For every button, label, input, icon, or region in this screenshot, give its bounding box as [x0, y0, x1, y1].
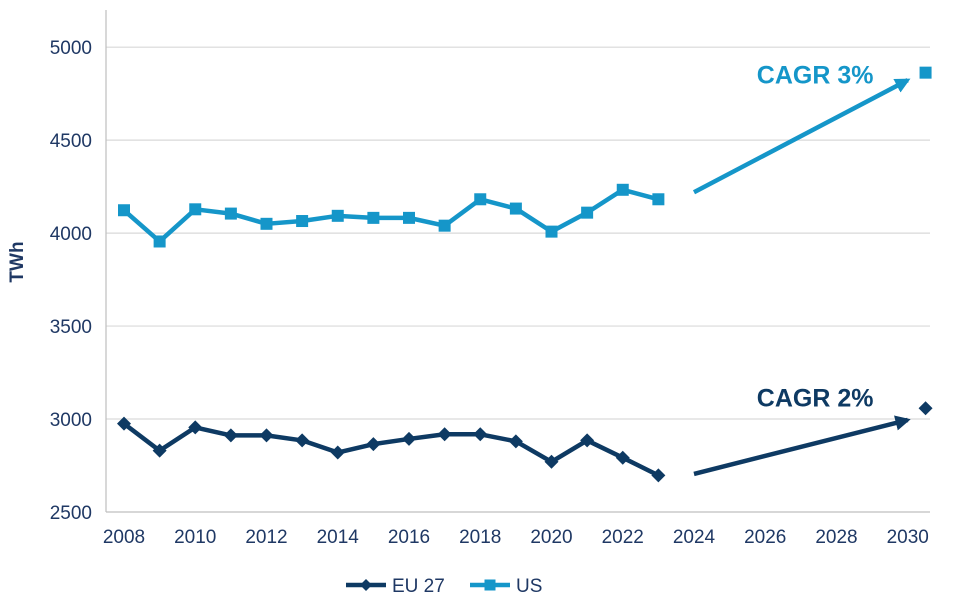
y-axis-label: TWh: [7, 241, 28, 282]
series-line-us: [122, 187, 659, 244]
x-tick-label-2030: 2030: [887, 527, 929, 548]
series-layer: [117, 66, 933, 483]
x-tick-label-2010: 2010: [174, 527, 216, 548]
x-tick-labels: 2008 2010 2012 2014 2016 2018 2020 2022 2024 2026…: [103, 527, 929, 548]
data-point-us-2022: [616, 183, 629, 196]
x-tick-label-2014: 2014: [317, 527, 360, 548]
data-point-eu-27-2013: [295, 433, 310, 448]
projection-arrow-us: [692, 78, 911, 195]
annotation-layer: CAGR 3% CAGR 2%: [757, 61, 874, 412]
cagr-annotation-1: CAGR 2%: [757, 384, 874, 412]
data-point-us-2010: [189, 203, 202, 216]
data-point-us-2014: [331, 209, 344, 222]
x-tick-label-2018: 2018: [459, 527, 501, 548]
data-point-eu-27-2019: [508, 434, 523, 449]
data-point-eu-27-2014: [330, 445, 345, 460]
data-point-us-2019: [509, 202, 522, 215]
y-tick-label-5000: 5000: [50, 38, 92, 59]
y-tick-label-3000: 3000: [50, 410, 92, 431]
data-point-eu-27-2016: [402, 431, 416, 446]
data-point-us-2023: [652, 193, 665, 206]
legend-label-us: US: [516, 576, 542, 597]
y-tick-labels: 2500 3000 3500 4000 4500 5000: [50, 38, 92, 524]
x-tick-label-2020: 2020: [530, 527, 572, 548]
x-tick-label-2028: 2028: [815, 527, 857, 548]
data-point-eu-27-2021: [580, 433, 595, 448]
y-tick-label-4000: 4000: [50, 224, 92, 245]
data-point-eu-27-2023: [651, 468, 666, 483]
data-point-us-2018: [474, 193, 487, 206]
projection-point-us: [919, 66, 932, 79]
data-point-eu-27-2011: [223, 428, 238, 443]
data-point-eu-27-2015: [366, 437, 381, 452]
data-point-us-2016: [403, 211, 415, 224]
x-tick-label-2016: 2016: [388, 527, 430, 548]
legend: EU 27 US: [346, 576, 542, 597]
projection-arrow-eu-27: [693, 415, 911, 477]
x-tick-label-2012: 2012: [245, 527, 287, 548]
data-point-us-2017: [438, 219, 451, 232]
data-point-eu-27-2012: [259, 428, 274, 443]
y-tick-label-2500: 2500: [50, 503, 92, 524]
data-point-eu-27-2008: [117, 416, 131, 431]
legend-marker-us: [484, 579, 496, 591]
data-point-us-2020: [545, 225, 558, 238]
legend-marker-eu-27: [360, 579, 372, 591]
projection-point-eu-27: [918, 401, 933, 416]
data-point-eu-27-2009: [152, 443, 167, 458]
series-eu-27: [117, 401, 933, 483]
data-point-us-2011: [224, 207, 237, 220]
series-us: [118, 66, 932, 248]
series-line-eu-27: [122, 421, 660, 478]
legend-label-eu-27: EU 27: [392, 576, 445, 597]
data-point-us-2009: [153, 235, 166, 248]
x-tick-label-2026: 2026: [744, 527, 786, 548]
y-tick-label-3500: 3500: [50, 317, 92, 338]
data-point-us-2008: [118, 204, 130, 217]
data-point-eu-27-2017: [437, 427, 452, 442]
x-tick-label-2024: 2024: [673, 527, 716, 548]
cagr-annotation-0: CAGR 3%: [757, 61, 874, 89]
data-point-us-2021: [581, 206, 594, 219]
data-point-eu-27-2022: [615, 450, 630, 465]
data-point-us-2012: [260, 217, 273, 230]
data-point-us-2015: [367, 211, 380, 224]
data-point-eu-27-2010: [188, 420, 203, 435]
data-point-eu-27-2020: [544, 454, 559, 469]
data-point-eu-27-2018: [473, 427, 488, 442]
data-point-us-2013: [296, 215, 309, 228]
x-tick-label-2022: 2022: [602, 527, 644, 548]
gridlines: [106, 46, 930, 513]
y-tick-label-4500: 4500: [50, 131, 92, 152]
x-tick-label-2008: 2008: [103, 527, 145, 548]
